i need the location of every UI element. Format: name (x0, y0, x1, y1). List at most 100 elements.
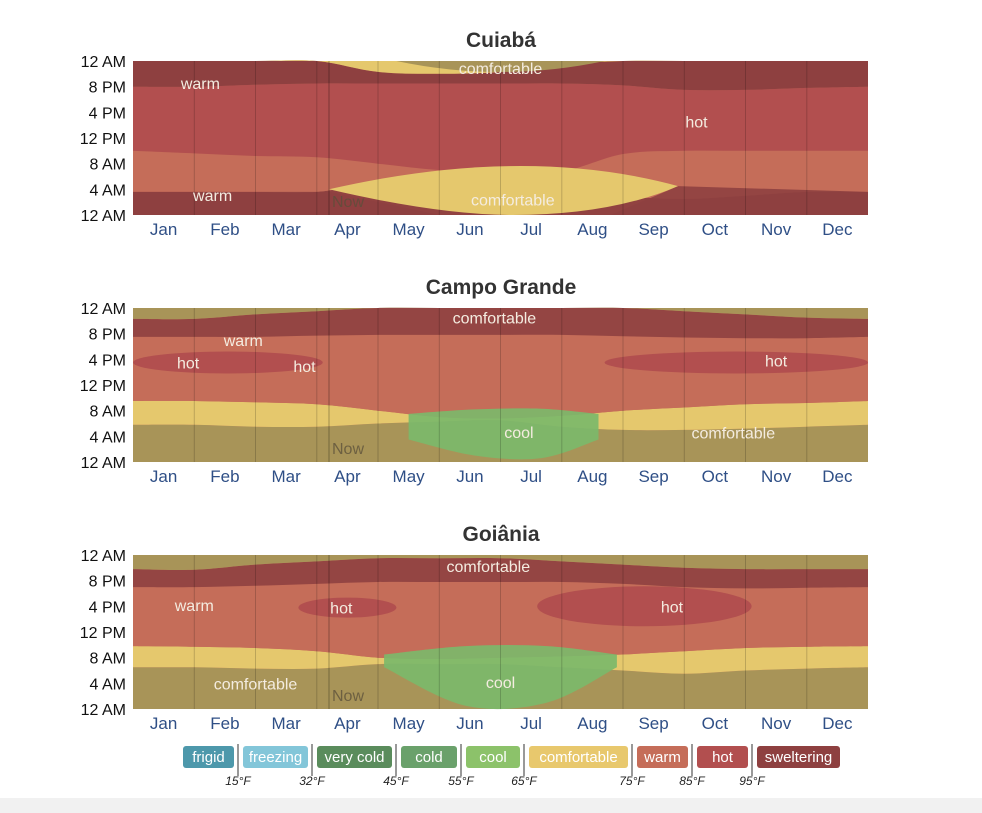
now-label: Now (332, 441, 364, 458)
x-tick-label: Sep (638, 467, 668, 486)
hot-region (133, 351, 323, 374)
y-tick-label: 4 AM (90, 182, 126, 199)
x-tick-label: Aug (577, 220, 607, 239)
legend-threshold: 32°F (299, 774, 325, 788)
legend-label: cold (415, 749, 443, 766)
band-morning (133, 400, 868, 431)
y-tick-label: 8 PM (89, 327, 126, 344)
region-label: hot (293, 359, 316, 376)
x-tick-label: May (393, 220, 426, 239)
legend-swatch (243, 746, 308, 768)
warm-night-left (133, 191, 440, 215)
y-tick-label: 4 PM (89, 105, 126, 122)
region-label: hot (661, 599, 684, 616)
region-label: warm (192, 188, 232, 205)
region-label: warm (174, 598, 214, 615)
x-tick-label: Nov (761, 467, 792, 486)
legend-label: hot (712, 749, 734, 766)
x-tick-label: Jan (150, 714, 177, 733)
cool-region (408, 408, 599, 460)
band-late-night (133, 307, 868, 320)
month-gridlines (193, 555, 808, 709)
month-gridlines (193, 61, 808, 215)
region-label: hot (765, 354, 788, 371)
legend-swatch (757, 746, 840, 768)
legend-label: warm (643, 749, 681, 766)
x-tick-label: Aug (577, 467, 607, 486)
legend-swatch (466, 746, 520, 768)
region-label: warm (223, 333, 263, 350)
x-tick-label: Oct (702, 220, 729, 239)
y-tick-label: 8 AM (90, 404, 126, 421)
band-evening (133, 557, 868, 589)
now-label: Now (332, 194, 364, 211)
legend-threshold: 65°F (511, 774, 537, 788)
legend-swatch (401, 746, 457, 768)
y-tick-label: 12 AM (81, 702, 126, 719)
region-label: cool (486, 675, 515, 692)
legend-label: sweltering (765, 749, 833, 766)
x-tick-label: Nov (761, 714, 792, 733)
x-tick-label: Jul (520, 714, 542, 733)
y-tick-label: 8 AM (90, 651, 126, 668)
x-tick-label: May (393, 467, 426, 486)
region-label: hot (330, 601, 353, 618)
region-label: cool (504, 425, 533, 442)
region-label: comfortable (447, 559, 531, 576)
y-tick-label: 4 AM (90, 676, 126, 693)
comfortable-night-top (396, 61, 605, 72)
band-late-night (133, 555, 868, 571)
legend-threshold: 95°F (739, 774, 765, 788)
x-tick-label: Sep (638, 714, 668, 733)
x-tick-label: Jun (456, 467, 483, 486)
legend-threshold: 55°F (448, 774, 474, 788)
x-tick-label: Dec (822, 467, 853, 486)
y-tick-label: 12 PM (80, 131, 126, 148)
region-label: comfortable (459, 61, 543, 78)
band-evening (133, 60, 868, 91)
x-tick-label: Feb (210, 220, 239, 239)
x-tick-label: Apr (334, 714, 361, 733)
region-label: warm (180, 76, 220, 93)
warm-night-right (610, 186, 868, 215)
legend-swatch (529, 746, 628, 768)
x-tick-label: Jul (520, 467, 542, 486)
cool-region (384, 645, 617, 710)
legend-label: cool (479, 749, 507, 766)
region-label: comfortable (214, 676, 298, 693)
month-gridlines (193, 308, 808, 462)
hot-region (604, 351, 868, 374)
x-tick-label: May (393, 714, 426, 733)
x-tick-label: Jun (456, 220, 483, 239)
y-tick-label: 12 AM (81, 54, 126, 71)
legend-label: very cold (324, 749, 384, 766)
comfortable-region (329, 166, 679, 215)
hot-region (298, 597, 397, 618)
hot-region (537, 586, 752, 627)
x-tick-label: Jan (150, 220, 177, 239)
y-tick-label: 8 PM (89, 574, 126, 591)
y-tick-label: 4 AM (90, 429, 126, 446)
x-tick-label: Jan (150, 467, 177, 486)
band-evening (133, 307, 868, 339)
x-tick-label: Jul (520, 220, 542, 239)
legend-swatch (697, 746, 748, 768)
region-label: comfortable (692, 426, 776, 443)
y-tick-label: 12 AM (81, 455, 126, 472)
x-tick-label: Aug (577, 714, 607, 733)
y-tick-label: 12 PM (80, 625, 126, 642)
legend-swatch (317, 746, 392, 768)
legend-threshold: 15°F (225, 774, 251, 788)
x-tick-label: Apr (334, 220, 361, 239)
x-tick-label: Mar (271, 467, 301, 486)
x-tick-label: Nov (761, 220, 792, 239)
legend-swatch (183, 746, 234, 768)
y-tick-label: 4 PM (89, 352, 126, 369)
chart-title: Goiânia (462, 523, 539, 546)
legend-swatch (637, 746, 688, 768)
x-tick-label: Feb (210, 467, 239, 486)
region-label: hot (177, 356, 200, 373)
x-tick-label: Jun (456, 714, 483, 733)
